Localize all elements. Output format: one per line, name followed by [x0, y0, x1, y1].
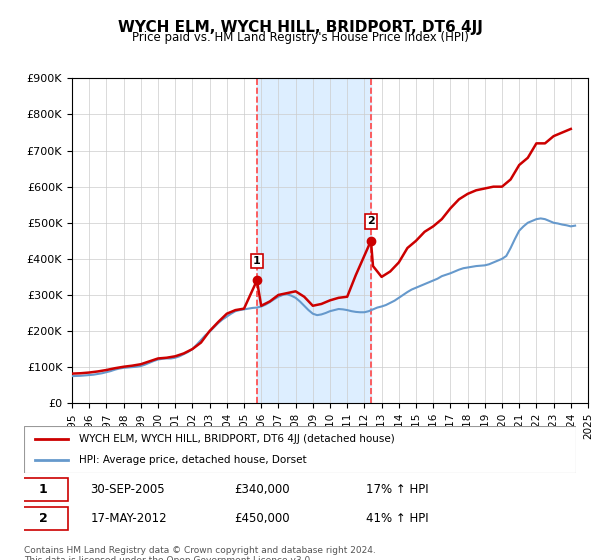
Text: 1: 1 [253, 256, 261, 266]
Text: WYCH ELM, WYCH HILL, BRIDPORT, DT6 4JJ: WYCH ELM, WYCH HILL, BRIDPORT, DT6 4JJ [118, 20, 482, 35]
Text: 30-SEP-2005: 30-SEP-2005 [90, 483, 165, 496]
Text: £340,000: £340,000 [234, 483, 289, 496]
Text: 2: 2 [39, 511, 47, 525]
FancyBboxPatch shape [19, 478, 68, 501]
FancyBboxPatch shape [24, 426, 576, 473]
Text: 1: 1 [39, 483, 47, 496]
Text: 17% ↑ HPI: 17% ↑ HPI [366, 483, 429, 496]
Text: 2: 2 [367, 216, 375, 226]
Text: Price paid vs. HM Land Registry's House Price Index (HPI): Price paid vs. HM Land Registry's House … [131, 31, 469, 44]
Text: Contains HM Land Registry data © Crown copyright and database right 2024.
This d: Contains HM Land Registry data © Crown c… [24, 546, 376, 560]
Text: £450,000: £450,000 [234, 511, 289, 525]
Text: 17-MAY-2012: 17-MAY-2012 [90, 511, 167, 525]
Text: HPI: Average price, detached house, Dorset: HPI: Average price, detached house, Dors… [79, 455, 307, 465]
Bar [257, 78, 371, 403]
Text: 41% ↑ HPI: 41% ↑ HPI [366, 511, 429, 525]
FancyBboxPatch shape [19, 507, 68, 530]
Text: WYCH ELM, WYCH HILL, BRIDPORT, DT6 4JJ (detached house): WYCH ELM, WYCH HILL, BRIDPORT, DT6 4JJ (… [79, 434, 395, 444]
